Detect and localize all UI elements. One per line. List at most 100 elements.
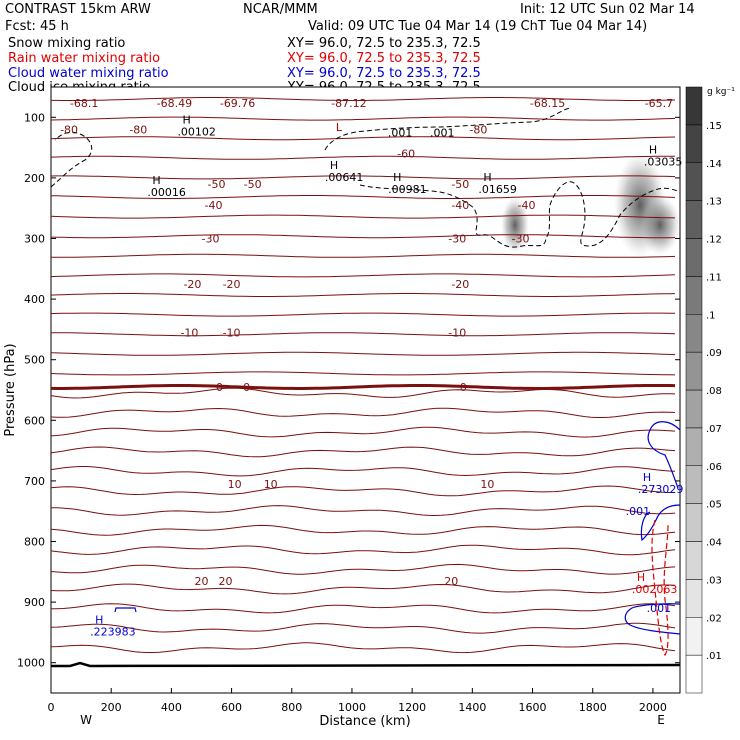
colorbar-label: .14	[706, 159, 722, 170]
west-label: W	[80, 713, 92, 727]
top-extreme-label: -68.1	[70, 97, 98, 110]
contour-value-label: -40	[451, 199, 469, 212]
forecast-hour: Fcst: 45 h	[5, 19, 69, 34]
y-tick-label: 400	[24, 293, 45, 306]
contour-value-label: 0	[216, 381, 223, 394]
colorbar-label: .04	[706, 538, 722, 549]
colorbar-label: .06	[706, 462, 722, 473]
colorbar-label: .07	[706, 424, 722, 435]
legend-rain-xy: XY= 96.0, 72.5 to 235.3, 72.5	[287, 51, 481, 66]
contour-value-label: -80	[60, 123, 78, 136]
high-value-label: .03035	[644, 156, 683, 169]
colorbar-label: .09	[706, 348, 722, 359]
contour-value-label: -20	[451, 278, 469, 291]
contour-value-label: -50	[244, 178, 262, 191]
contour-value-label: -10	[180, 326, 198, 339]
temperature-contour-line	[50, 446, 676, 458]
top-extreme-label: -69.76	[220, 97, 255, 110]
colorbar-label: .08	[706, 386, 722, 397]
contour-value-label: -60	[397, 148, 415, 161]
cloud-water-contour	[647, 421, 681, 489]
colorbar-bin	[685, 503, 703, 542]
high-marker: H	[182, 113, 190, 126]
colorbar-bin	[685, 162, 703, 201]
colorbar-label: .01	[706, 651, 722, 662]
x-axis-title: Distance (km)	[319, 714, 410, 729]
temperature-contour-line	[50, 273, 676, 278]
cloud-ice-contour	[324, 107, 571, 151]
x-tick-label: 1000	[338, 701, 366, 714]
temperature-contour-line	[50, 583, 676, 595]
temperature-contour-line	[50, 544, 676, 556]
cloud-ice-contour	[359, 181, 681, 248]
colorbar-label: .11	[706, 272, 722, 283]
legend-cloudwater-xy: XY= 96.0, 72.5 to 235.3, 72.5	[287, 66, 481, 81]
y-tick-label: 300	[24, 233, 45, 246]
temperature-contour-line	[51, 332, 676, 337]
x-tick-label: 1200	[398, 701, 426, 714]
temperature-contour-line	[50, 214, 676, 219]
init-time: Init: 12 UTC Sun 02 Mar 14	[520, 2, 695, 17]
high-value-label: .00102	[177, 125, 216, 138]
snow-shading-blob	[640, 195, 680, 255]
colorbar-bin	[685, 579, 703, 618]
contour-value-label: 0	[460, 381, 467, 394]
x-tick-label: 0	[48, 701, 55, 714]
contour-value-label: 0	[243, 381, 250, 394]
freezing-level-contour	[50, 384, 676, 390]
x-tick-label: 800	[281, 701, 302, 714]
temperature-contour-line	[50, 563, 676, 575]
colorbar: .01 .02 .03 .04 .05 .06 .07 .08 .09 .1 .11 .12 .13 .1…	[685, 86, 722, 694]
x-tick-label: 1400	[458, 701, 486, 714]
high-marker: H	[643, 471, 651, 484]
colorbar-bin	[685, 617, 703, 656]
high-marker: H	[152, 174, 160, 187]
colorbar-unit: g kg⁻¹	[707, 87, 735, 97]
x-tick-label: 1600	[519, 701, 547, 714]
shading-layer	[501, 153, 680, 257]
axes-layer: 0 200 400 600 800 1000 1200 1400 1600 1800 2000100…	[17, 111, 680, 714]
high-value-label: .273029	[638, 483, 684, 496]
x-tick-label: 2000	[639, 701, 667, 714]
temperature-contour-line	[50, 407, 676, 418]
temperature-contour-line	[51, 505, 676, 517]
y-tick-label: 700	[24, 475, 45, 488]
contour-value-label: -40	[205, 199, 223, 212]
cloud-water-contour	[640, 504, 681, 542]
x-tick-label: 200	[101, 701, 122, 714]
y-tick-label: 800	[24, 536, 45, 549]
colorbar-bin	[685, 427, 703, 466]
contour-label-layer: -80 -80 -80 -60 -50 -50 -50 -40 -40 -40 -30 -30 -30 -…	[60, 97, 683, 638]
contour-value-label: 20	[444, 575, 458, 588]
top-extreme-label: -68.49	[157, 97, 192, 110]
y-axis-title: Pressure (hPa)	[3, 343, 18, 436]
contour-value-label: 10	[480, 478, 494, 491]
contour-value-label: -30	[202, 233, 220, 246]
x-tick-label: 400	[161, 701, 182, 714]
temperature-contour-line	[50, 622, 676, 634]
contour-value-label: -80	[129, 123, 147, 136]
temperature-contour-line	[50, 116, 676, 121]
colorbar-bin	[685, 389, 703, 429]
legend-rain-label: Rain water mixing ratio	[8, 51, 161, 66]
colorbar-bin	[685, 200, 703, 239]
temperature-contour-line	[50, 485, 675, 497]
high-marker: H	[483, 171, 491, 184]
y-tick-label: 100	[24, 111, 45, 124]
cloud-water-label: .001	[626, 505, 651, 518]
colorbar-label: .12	[706, 235, 722, 246]
temperature-contour-line	[50, 371, 676, 376]
temperature-contour-line	[50, 234, 676, 239]
colorbar-bin	[685, 654, 703, 694]
cloud-ice-label: .001	[388, 126, 413, 139]
contour-value-label: -30	[512, 233, 530, 246]
y-tick-label: 900	[24, 596, 45, 609]
legend-snow-xy: XY= 96.0, 72.5 to 235.3, 72.5	[287, 36, 481, 51]
high-marker: H	[393, 171, 401, 184]
colorbar-bin	[685, 276, 703, 315]
high-marker: H	[95, 613, 103, 626]
temperature-contour-line	[50, 136, 676, 141]
colorbar-bin	[685, 351, 703, 391]
contour-value-label: -20	[223, 278, 241, 291]
